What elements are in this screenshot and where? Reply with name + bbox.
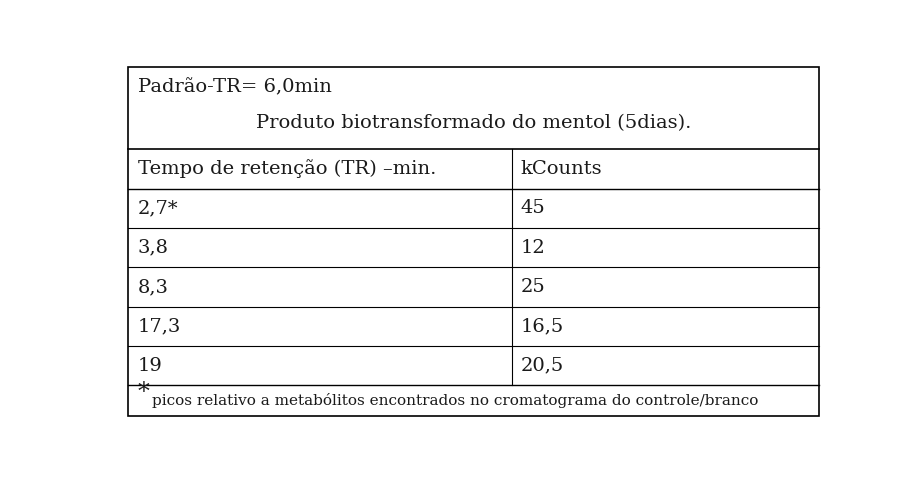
Text: kCounts: kCounts	[521, 160, 602, 178]
Text: Padrão-TR= 6,0min: Padrão-TR= 6,0min	[138, 78, 332, 96]
Text: 20,5: 20,5	[521, 357, 564, 375]
Text: 19: 19	[138, 357, 163, 375]
Text: 17,3: 17,3	[138, 317, 181, 335]
Text: 3,8: 3,8	[138, 239, 169, 257]
Text: 2,7*: 2,7*	[138, 199, 178, 217]
Text: 8,3: 8,3	[138, 278, 169, 296]
Text: 16,5: 16,5	[521, 317, 564, 335]
Text: 25: 25	[521, 278, 545, 296]
Text: picos relativo a metabólitos encontrados no cromatograma do controle/branco: picos relativo a metabólitos encontrados…	[152, 393, 759, 408]
Text: *: *	[138, 381, 150, 404]
Text: Tempo de retenção (TR) –min.: Tempo de retenção (TR) –min.	[138, 160, 436, 178]
Text: 45: 45	[521, 199, 545, 217]
Text: 12: 12	[521, 239, 545, 257]
Text: Produto biotransformado do mentol (5dias).: Produto biotransformado do mentol (5dias…	[256, 114, 691, 132]
